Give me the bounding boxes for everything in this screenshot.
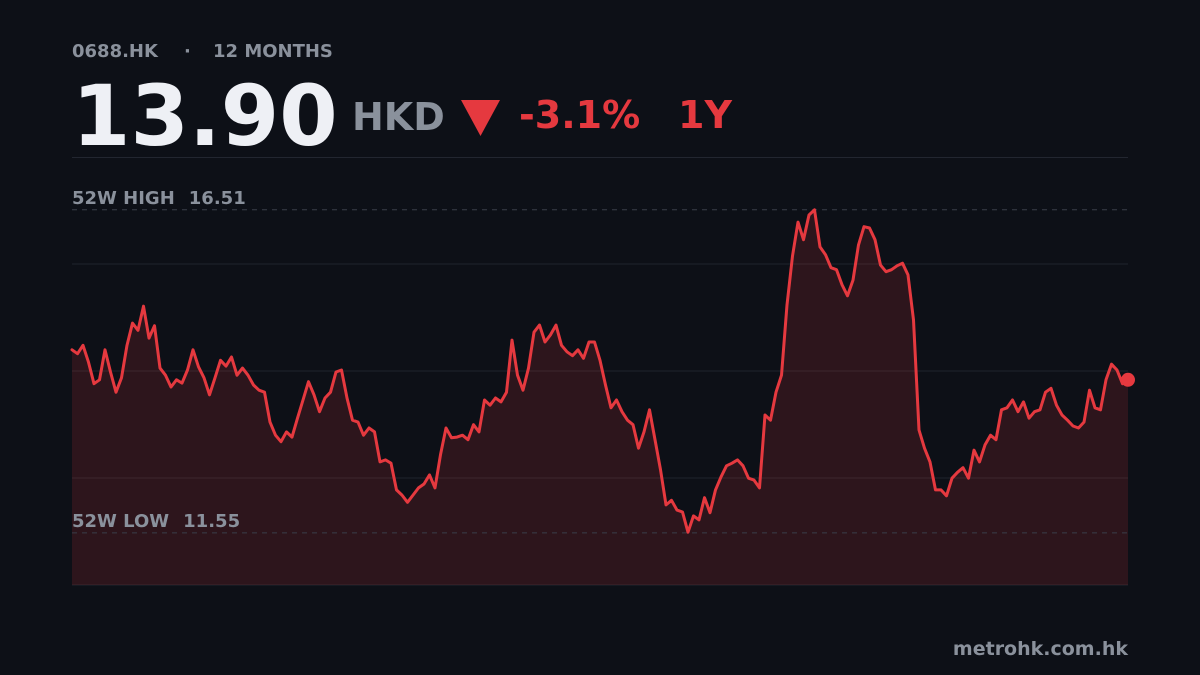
last-point <box>1121 372 1135 387</box>
low-label: 52W LOW 11.55 <box>72 511 240 532</box>
plot: 52W HIGH 16.51 52W LOW 11.55 <box>70 188 1135 586</box>
high-value: 16.51 <box>189 188 246 209</box>
price-line <box>70 208 1130 534</box>
ticker: 0688.HK <box>72 41 159 62</box>
source: metrohk.com.hk <box>953 638 1128 660</box>
area-fill <box>72 209 1128 586</box>
range: 1Y <box>678 93 732 137</box>
high-label: 52W HIGH 16.51 <box>72 188 246 209</box>
change: -3.1% <box>519 93 640 137</box>
separator: · <box>184 41 191 62</box>
down-arrow <box>461 100 500 136</box>
low-label-text: 52W LOW <box>72 511 169 532</box>
high-label-text: 52W HIGH <box>72 188 175 209</box>
price: 13.90 <box>72 67 338 165</box>
low-value: 11.55 <box>183 511 240 532</box>
period: 12 MONTHS <box>213 41 333 62</box>
currency: HKD <box>352 95 445 139</box>
